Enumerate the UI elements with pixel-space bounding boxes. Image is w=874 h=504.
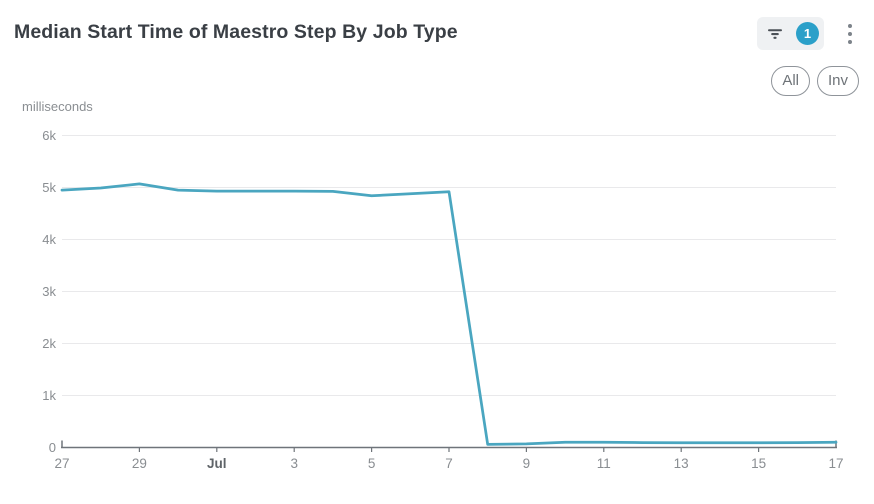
svg-text:5: 5 <box>368 456 376 471</box>
kebab-vertical-icon <box>847 23 853 45</box>
gridlines <box>62 135 836 396</box>
svg-text:9: 9 <box>523 456 531 471</box>
svg-text:11: 11 <box>597 456 611 471</box>
svg-text:3: 3 <box>290 456 298 471</box>
svg-text:1k: 1k <box>42 388 56 403</box>
filter-count-badge: 1 <box>796 22 819 45</box>
chart-title: Median Start Time of Maestro Step By Job… <box>14 21 458 43</box>
svg-text:13: 13 <box>674 456 689 471</box>
filter-funnel-icon <box>767 27 783 41</box>
svg-text:6k: 6k <box>42 128 56 143</box>
kebab-menu-button[interactable] <box>838 18 862 50</box>
svg-text:0: 0 <box>49 440 56 455</box>
svg-text:5k: 5k <box>42 180 56 195</box>
x-axis <box>61 440 837 452</box>
filter-button[interactable]: 1 <box>757 17 824 50</box>
svg-text:7: 7 <box>445 456 453 471</box>
x-axis-labels: 27 29 Jul 3 5 7 9 11 13 15 17 <box>54 456 843 471</box>
series-line <box>60 182 838 446</box>
svg-text:29: 29 <box>132 456 147 471</box>
svg-text:4k: 4k <box>42 232 56 247</box>
svg-text:27: 27 <box>54 456 69 471</box>
y-axis-unit-label: milliseconds <box>22 99 93 114</box>
svg-text:3k: 3k <box>42 284 56 299</box>
series-toggle-group: All Inv <box>771 66 859 96</box>
svg-text:Jul: Jul <box>207 456 227 471</box>
svg-text:17: 17 <box>828 456 843 471</box>
y-axis-labels: 0 1k 2k 3k 4k 5k 6k <box>42 128 56 455</box>
line-chart[interactable]: 27 29 Jul 3 5 7 9 11 13 15 17 0 1k 2k 3k 4k 5k 6k <box>0 120 874 504</box>
svg-text:2k: 2k <box>42 336 56 351</box>
toggle-inv-button[interactable]: Inv <box>816 66 859 96</box>
toggle-all-button[interactable]: All <box>771 66 810 96</box>
svg-text:15: 15 <box>751 456 766 471</box>
